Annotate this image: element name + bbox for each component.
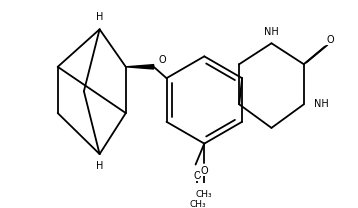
Text: NH: NH: [264, 27, 279, 37]
Text: O: O: [194, 171, 201, 181]
Polygon shape: [126, 65, 154, 69]
Text: CH₃: CH₃: [196, 190, 213, 199]
Text: O: O: [326, 35, 334, 45]
Text: NH: NH: [314, 99, 329, 109]
Text: CH₃: CH₃: [189, 200, 205, 208]
Text: O: O: [200, 166, 208, 176]
Text: O: O: [159, 55, 166, 65]
Text: H: H: [96, 161, 103, 171]
Text: H: H: [96, 12, 103, 22]
